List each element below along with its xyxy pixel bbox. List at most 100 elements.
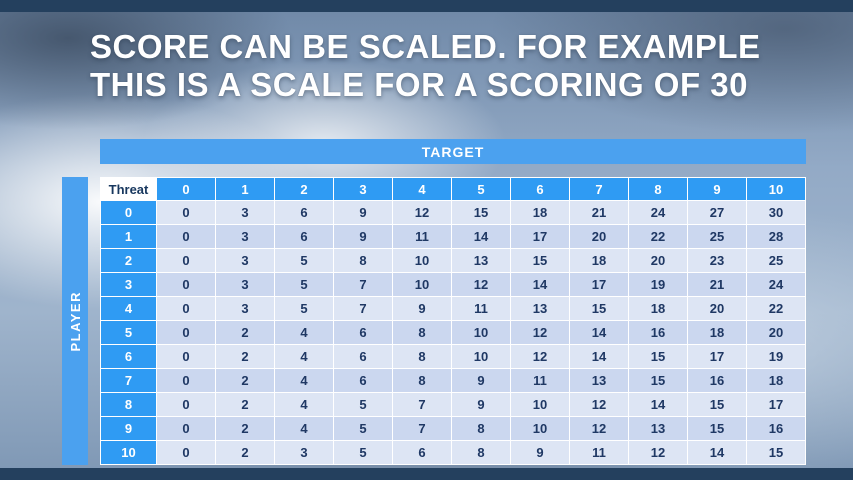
score-cell: 3 xyxy=(215,272,275,297)
score-cell: 0 xyxy=(156,320,216,345)
score-cell: 10 xyxy=(392,248,452,273)
score-cell: 12 xyxy=(510,320,570,345)
score-cell: 15 xyxy=(569,296,629,321)
row-label-cell: 1 xyxy=(100,224,157,249)
score-cell: 2 xyxy=(215,440,275,465)
score-cell: 17 xyxy=(746,392,806,417)
column-header-cell: 8 xyxy=(628,177,688,201)
score-cell: 13 xyxy=(569,368,629,393)
row-label-cell: 6 xyxy=(100,344,157,369)
row-label-cell: 8 xyxy=(100,392,157,417)
score-cell: 0 xyxy=(156,392,216,417)
score-cell: 11 xyxy=(510,368,570,393)
score-cell: 18 xyxy=(510,200,570,225)
column-header-cell: 4 xyxy=(392,177,452,201)
score-cell: 2 xyxy=(215,392,275,417)
score-cell: 14 xyxy=(451,224,511,249)
score-cell: 22 xyxy=(628,224,688,249)
score-cell: 25 xyxy=(687,224,747,249)
score-cell: 8 xyxy=(451,416,511,441)
table-row: 8 0 2 4 5 7 9 10 12 14 15 17 xyxy=(100,392,806,417)
score-cell: 15 xyxy=(628,368,688,393)
score-cell: 20 xyxy=(746,320,806,345)
score-cell: 3 xyxy=(215,248,275,273)
score-cell: 15 xyxy=(451,200,511,225)
score-cell: 18 xyxy=(746,368,806,393)
score-cell: 13 xyxy=(510,296,570,321)
score-cell: 12 xyxy=(569,392,629,417)
score-cell: 2 xyxy=(215,416,275,441)
score-cell: 8 xyxy=(392,320,452,345)
score-cell: 0 xyxy=(156,344,216,369)
score-cell: 25 xyxy=(746,248,806,273)
score-table-head: Threat 0 1 2 3 4 5 6 7 8 9 10 xyxy=(100,177,806,201)
score-cell: 0 xyxy=(156,440,216,465)
score-cell: 15 xyxy=(628,344,688,369)
score-cell: 10 xyxy=(451,344,511,369)
table-row: 10 0 2 3 5 6 8 9 11 12 14 15 xyxy=(100,440,806,465)
score-cell: 13 xyxy=(628,416,688,441)
score-cell: 17 xyxy=(510,224,570,249)
score-cell: 14 xyxy=(510,272,570,297)
score-cell: 18 xyxy=(628,296,688,321)
table-row: 4 0 3 5 7 9 11 13 15 18 20 22 xyxy=(100,296,806,321)
score-cell: 20 xyxy=(628,248,688,273)
score-cell: 5 xyxy=(274,272,334,297)
score-cell: 10 xyxy=(451,320,511,345)
score-cell: 9 xyxy=(333,224,393,249)
column-header-cell: 6 xyxy=(510,177,570,201)
slide-title-line1: SCORE CAN BE SCALED. FOR EXAMPLE xyxy=(90,28,761,65)
score-cell: 2 xyxy=(215,320,275,345)
row-label-cell: 4 xyxy=(100,296,157,321)
score-cell: 28 xyxy=(746,224,806,249)
row-label-cell: 2 xyxy=(100,248,157,273)
target-axis-header: TARGET xyxy=(100,139,806,164)
score-cell: 24 xyxy=(746,272,806,297)
score-cell: 6 xyxy=(333,344,393,369)
score-cell: 7 xyxy=(392,392,452,417)
row-label-cell: 10 xyxy=(100,440,157,465)
score-cell: 0 xyxy=(156,272,216,297)
row-label-cell: 5 xyxy=(100,320,157,345)
score-cell: 11 xyxy=(451,296,511,321)
score-cell: 10 xyxy=(510,416,570,441)
score-cell: 5 xyxy=(274,248,334,273)
score-cell: 20 xyxy=(687,296,747,321)
score-cell: 12 xyxy=(628,440,688,465)
score-cell: 0 xyxy=(156,224,216,249)
bottom-accent-bar xyxy=(0,468,853,480)
score-cell: 9 xyxy=(510,440,570,465)
score-cell: 7 xyxy=(333,296,393,321)
score-cell: 7 xyxy=(333,272,393,297)
score-cell: 6 xyxy=(392,440,452,465)
score-cell: 17 xyxy=(569,272,629,297)
score-cell: 3 xyxy=(274,440,334,465)
score-cell: 9 xyxy=(333,200,393,225)
score-cell: 4 xyxy=(274,416,334,441)
score-cell: 30 xyxy=(746,200,806,225)
score-cell: 4 xyxy=(274,344,334,369)
score-cell: 6 xyxy=(333,320,393,345)
score-cell: 6 xyxy=(274,224,334,249)
header-row: Threat 0 1 2 3 4 5 6 7 8 9 10 xyxy=(100,177,806,201)
row-label-cell: 7 xyxy=(100,368,157,393)
score-cell: 6 xyxy=(274,200,334,225)
score-cell: 0 xyxy=(156,368,216,393)
table-row: 0 0 3 6 9 12 15 18 21 24 27 30 xyxy=(100,200,806,225)
score-cell: 0 xyxy=(156,200,216,225)
score-cell: 10 xyxy=(510,392,570,417)
score-cell: 0 xyxy=(156,248,216,273)
score-cell: 12 xyxy=(392,200,452,225)
score-cell: 3 xyxy=(215,296,275,321)
player-axis-label: PLAYER xyxy=(67,290,83,352)
top-accent-bar xyxy=(0,0,853,12)
table-row: 1 0 3 6 9 11 14 17 20 22 25 28 xyxy=(100,224,806,249)
row-label-cell: 9 xyxy=(100,416,157,441)
column-header-cell: 5 xyxy=(451,177,511,201)
table-row: 7 0 2 4 6 8 9 11 13 15 16 18 xyxy=(100,368,806,393)
score-cell: 22 xyxy=(746,296,806,321)
score-cell: 14 xyxy=(687,440,747,465)
threat-header-cell: Threat xyxy=(100,177,157,201)
table-row: 5 0 2 4 6 8 10 12 14 16 18 20 xyxy=(100,320,806,345)
